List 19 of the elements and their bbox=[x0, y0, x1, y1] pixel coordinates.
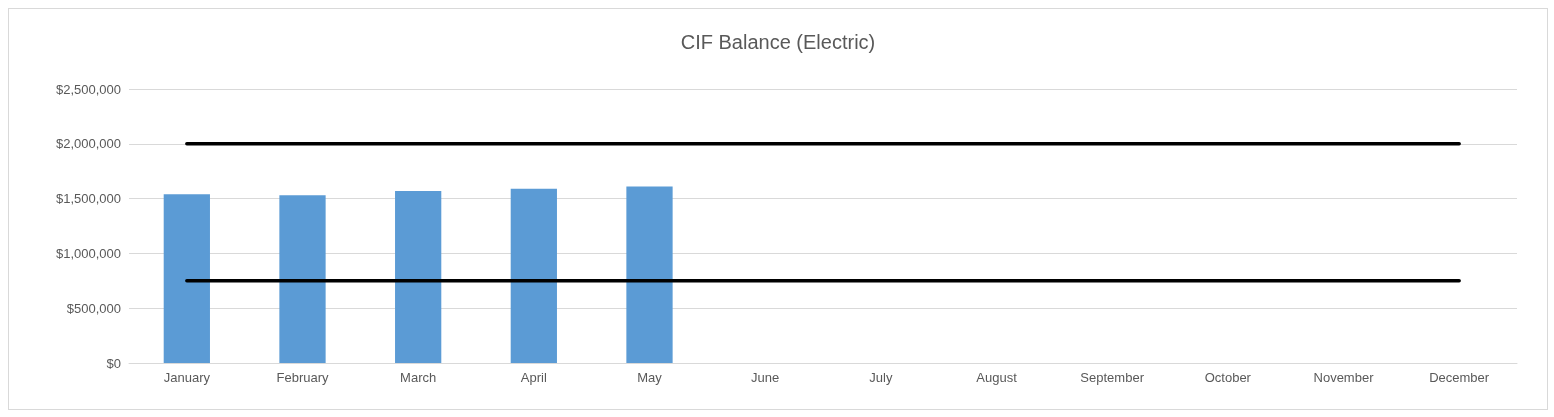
x-tick-label: August bbox=[976, 370, 1018, 385]
x-tick-label: September bbox=[1080, 370, 1145, 385]
y-tick-label: $1,500,000 bbox=[55, 191, 121, 207]
y-tick-label: $2,500,000 bbox=[55, 81, 121, 97]
x-tick-label: June bbox=[751, 370, 780, 385]
y-tick-label: $1,000,000 bbox=[55, 245, 121, 261]
y-tick-label: $2,000,000 bbox=[55, 136, 121, 152]
y-tick-label: $500,000 bbox=[66, 300, 121, 316]
chart-title: CIF Balance (Electric) bbox=[680, 31, 876, 53]
x-tick-label: January bbox=[163, 370, 211, 385]
x-tick-label: July bbox=[869, 370, 893, 385]
x-tick-label: February bbox=[276, 370, 329, 385]
x-tick-label: May bbox=[637, 370, 663, 385]
x-tick-label: October bbox=[1204, 370, 1252, 385]
x-tick-label: March bbox=[400, 370, 437, 385]
x-tick-label: December bbox=[1429, 370, 1490, 385]
y-tick-label: $0 bbox=[106, 355, 121, 371]
x-tick-label: April bbox=[520, 370, 547, 385]
x-tick-label: November bbox=[1313, 370, 1375, 385]
